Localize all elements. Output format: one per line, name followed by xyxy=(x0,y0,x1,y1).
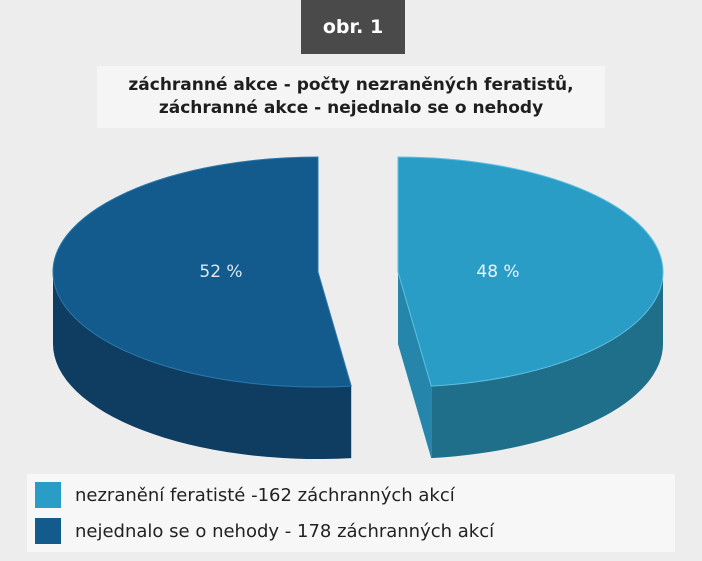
chart-title-line-2: záchranné akce - nejednalo se o nehody xyxy=(158,98,544,118)
legend-item-nezraneni: nezranění feratisté -162 záchranných akc… xyxy=(35,480,455,510)
chart-legend: nezranění feratisté -162 záchranných akc… xyxy=(27,474,675,552)
legend-swatch-nejednalo xyxy=(35,518,61,544)
chart-title-line-1: záchranné akce - počty nezraněných ferat… xyxy=(128,75,574,95)
slice-right-outer-wall xyxy=(431,272,663,459)
pie-chart: 48 % 52 % xyxy=(52,156,664,459)
figure-badge: obr. 1 xyxy=(301,0,405,54)
slice-right-top xyxy=(397,156,664,387)
slice-right-cut-face xyxy=(398,272,432,459)
legend-label-nejednalo: nejednalo se o nehody - 178 záchranných … xyxy=(75,520,495,542)
data-label-nezraneni: 48 % xyxy=(476,262,519,282)
data-label-nejednalo: 52 % xyxy=(199,262,242,282)
legend-label-nezraneni: nezranění feratisté -162 záchranných akc… xyxy=(75,484,455,506)
slice-left-outer-wall xyxy=(53,272,352,459)
chart-title: záchranné akce - počty nezraněných ferat… xyxy=(97,66,605,128)
legend-item-nejednalo: nejednalo se o nehody - 178 záchranných … xyxy=(35,516,494,546)
slice-left-top xyxy=(52,156,352,388)
legend-swatch-nezraneni xyxy=(35,482,61,508)
